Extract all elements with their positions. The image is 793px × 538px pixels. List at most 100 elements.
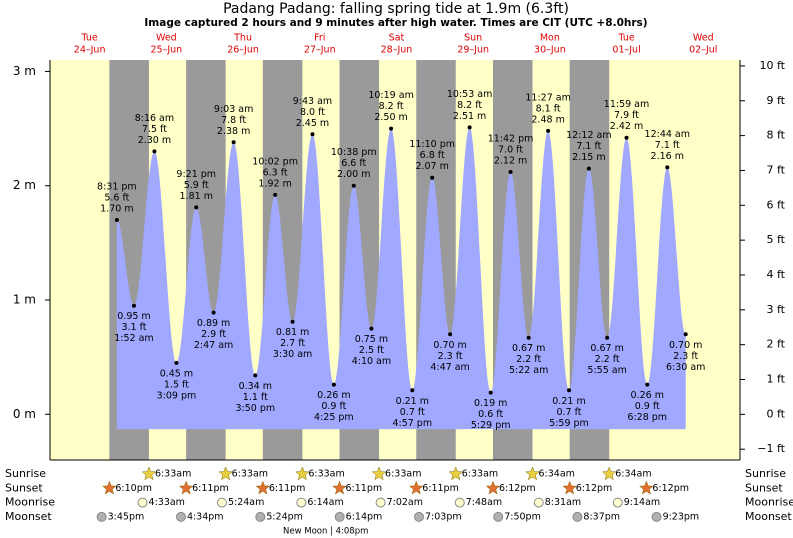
sunset-icon [255, 480, 271, 495]
tide-label: 6:30 am [666, 362, 705, 373]
tide-point [131, 303, 136, 308]
tide-label: 4:25 pm [314, 412, 354, 423]
chart-subtitle: Image captured 2 hours and 9 minutes aft… [144, 17, 647, 29]
y2-tick-label: 7 ft [767, 163, 786, 176]
tide-label: 2.45 m [296, 118, 329, 129]
tide-label: 0.26 m [317, 390, 350, 401]
tide-label: 9:21 pm [176, 169, 216, 180]
moonset-icon [572, 511, 583, 522]
tide-label: 0.67 m [590, 343, 623, 354]
tide-label: 7.1 ft [576, 141, 601, 152]
event-time: 7:02am [387, 497, 423, 508]
tide-point [448, 332, 453, 337]
y-tick-label: 3 m [13, 64, 36, 78]
moonset-icon [493, 511, 504, 522]
event-time: 6:33am [232, 469, 268, 480]
tide-label: 0.34 m [239, 381, 272, 392]
y-tick-label: 1 m [13, 293, 36, 307]
event-time: 7:50pm [504, 511, 541, 522]
weekday-label: Fri [314, 33, 325, 44]
tide-point [410, 388, 415, 393]
y2-tick-label: 1 ft [767, 373, 786, 386]
weekday-label: Wed [693, 33, 714, 44]
event-time: 7:03pm [425, 511, 462, 522]
weekday-label: Sat [389, 33, 405, 44]
event-time: 6:34am [539, 469, 575, 480]
moonset-icon [651, 511, 662, 522]
tide-label: 11:59 am [604, 99, 649, 110]
tide-point [369, 326, 374, 331]
tide-label: 8:16 am [135, 113, 174, 124]
tide-point [467, 125, 472, 130]
tide-label: 6.3 ft [263, 167, 288, 178]
sunrise-icon [218, 466, 233, 481]
tide-point [526, 335, 531, 340]
tide-label: 2.30 m [138, 135, 171, 146]
tide-label: 7.9 ft [614, 110, 639, 121]
tide-label: 0.9 ft [321, 401, 346, 412]
tide-label: 2.9 ft [201, 329, 226, 340]
tide-label: 4:10 am [352, 356, 391, 367]
date-label: 29–Jun [457, 45, 489, 56]
moonrise-icon [612, 497, 623, 508]
tide-point [605, 335, 610, 340]
weekday-label: Tue [617, 33, 634, 44]
tide-label: 3:50 pm [235, 403, 275, 414]
sunset-icon [178, 480, 194, 495]
event-time: 6:33am [308, 469, 344, 480]
y2-tick-label: 3 ft [767, 303, 786, 316]
tide-point [351, 183, 356, 188]
sunset-icon [562, 480, 578, 495]
weekday-label: Thu [233, 33, 252, 44]
tide-label: 0.7 ft [556, 407, 581, 418]
sunset-icon [408, 480, 424, 495]
tide-point [645, 382, 650, 387]
tide-label: 8.2 ft [379, 101, 404, 112]
event-time: 5:24pm [266, 511, 303, 522]
tide-label: 7.1 ft [655, 140, 680, 151]
event-time: 6:10pm [115, 483, 152, 494]
tide-label: 0.9 ft [635, 401, 660, 412]
event-time: 5:24am [228, 497, 264, 508]
tide-label: 0.70 m [669, 340, 702, 351]
tide-label: 9:03 am [214, 104, 253, 115]
moonrise-icon [533, 497, 544, 508]
tide-label: 1.1 ft [243, 392, 268, 403]
date-label: 01–Jul [612, 45, 640, 56]
event-time: 6:11pm [346, 483, 383, 494]
tide-point [624, 135, 629, 140]
tide-label: 1.70 m [100, 204, 133, 215]
y2-tick-label: 8 ft [767, 129, 786, 142]
tide-label: 10:38 pm [331, 147, 377, 158]
event-time: 6:34am [615, 469, 651, 480]
tide-label: 0.7 ft [400, 407, 425, 418]
tide-point [331, 382, 336, 387]
tide-label: 4:57 pm [392, 418, 432, 429]
tide-area [116, 127, 686, 430]
weekday-label: Wed [156, 33, 177, 44]
moonset-icon [96, 511, 107, 522]
sunrise-icon [141, 466, 157, 481]
date-label: 30–Jun [534, 45, 566, 56]
tide-label: 4:47 am [430, 362, 469, 373]
date-label: 02–Jul [689, 45, 717, 56]
tide-label: 11:10 pm [409, 139, 455, 150]
moonrise-icon [216, 497, 227, 508]
row-label: Sunset [5, 481, 43, 494]
tide-label: 0.81 m [276, 327, 309, 338]
event-time: 9:14am [624, 497, 660, 508]
tide-label: 2.42 m [610, 121, 643, 132]
tide-label: 2.5 ft [359, 345, 384, 356]
tide-label: 6.8 ft [420, 150, 445, 161]
tide-label: 1.5 ft [164, 379, 189, 390]
tide-label: 2.00 m [337, 169, 370, 180]
tide-point [290, 319, 295, 324]
tide-label: 0.21 m [552, 396, 585, 407]
y-tick-label: 0 m [13, 407, 36, 421]
tide-point [174, 360, 179, 365]
tide-label: 10:19 am [368, 90, 413, 101]
tide-point [211, 310, 216, 315]
tide-point [566, 388, 571, 393]
chart-title: Padang Padang: falling spring tide at 1.… [223, 1, 569, 17]
tide-point [683, 332, 688, 337]
